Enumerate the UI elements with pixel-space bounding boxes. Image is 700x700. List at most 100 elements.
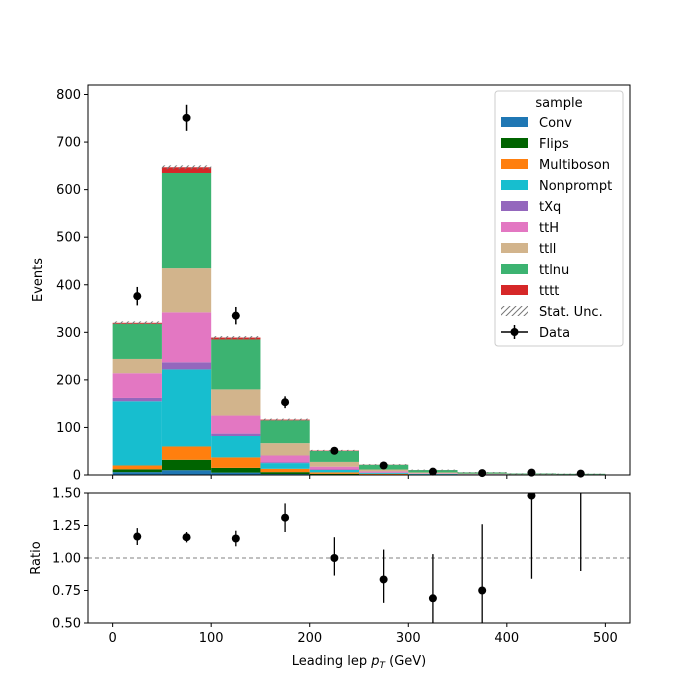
stat-unc-band-1 (161, 165, 212, 170)
bar-multiboson-5 (359, 473, 409, 475)
main-plot-frame (87, 84, 631, 476)
main-x-ticks (112, 475, 606, 479)
bar-nonprompt-2 (211, 436, 261, 458)
bar-tth-5 (359, 471, 409, 473)
bar-multiboson-2 (211, 457, 261, 468)
data-point-6 (428, 467, 437, 476)
bar-txq-0 (112, 397, 162, 402)
main-y-tick-label-7: 700 (56, 136, 81, 151)
legend-swatch-7 (501, 264, 528, 274)
data-point-5 (379, 461, 388, 470)
ratio-y-ticks: 0.50 0.75 1.00 1.25 1.50 (52, 487, 88, 632)
legend-swatch-9 (501, 306, 528, 316)
bar-tth-0 (112, 373, 162, 398)
bar-ttll-4 (309, 461, 359, 467)
bar-ttll-3 (260, 443, 310, 456)
bar-ttll-1 (161, 268, 212, 313)
legend-swatch-6 (501, 243, 528, 253)
legend-title: sample (535, 96, 582, 111)
legend-label-3: Nonprompt (539, 179, 612, 194)
ratio-x-tick-label-3: 300 (396, 631, 421, 646)
bar-conv-1 (161, 470, 212, 475)
ratio-point-2 (231, 534, 240, 543)
legend-label-4: tXq (539, 200, 561, 215)
legend-frame (494, 90, 624, 347)
main-y-tick-label-4: 400 (56, 278, 81, 293)
bar-flips-4 (309, 473, 359, 475)
ratio-y-tick-label-1: 0.75 (52, 584, 81, 599)
legend-label-2: Multiboson (539, 158, 610, 173)
bar-nonprompt-0 (112, 401, 162, 466)
bar-conv-0 (112, 472, 162, 475)
bar-nonprompt-4 (309, 470, 359, 473)
main-y-tick-label-1: 100 (56, 421, 81, 436)
bar-ttlnu-1 (161, 172, 212, 269)
legend-label-8: tttt (539, 284, 559, 299)
ratio-x-tick-label-2: 200 (297, 631, 322, 646)
stacked-bars (112, 167, 606, 475)
legend-label-9: Stat. Unc. (539, 305, 603, 320)
legend-items: Conv Flips Multiboson Nonprompt tXq ttH ttll tt… (501, 116, 612, 341)
x-axis-label: Leading lep pT (GeV) (292, 654, 426, 671)
bar-nonprompt-1 (161, 369, 212, 447)
bar-flips-2 (211, 467, 261, 473)
legend-swatch-4 (501, 201, 528, 211)
data-point-0 (133, 292, 142, 301)
stat-unc-band-0 (112, 321, 162, 325)
data-point-4 (330, 446, 339, 455)
bar-multiboson-4 (309, 472, 359, 474)
ratio-point-5 (379, 575, 388, 584)
legend-swatch-0 (501, 117, 528, 127)
bar-tttt-1 (161, 167, 212, 173)
ratio-point-6 (428, 594, 437, 603)
data-point-3 (281, 398, 290, 407)
stat-unc-band-2 (211, 336, 261, 339)
ratio-point-7 (478, 586, 487, 595)
ratio-x-tick-label-5: 500 (593, 631, 618, 646)
data-point-9 (576, 469, 585, 478)
main-y-ticks: 0 100 200 300 400 500 600 700 800 (56, 88, 88, 484)
legend-label-5: ttH (539, 221, 559, 236)
legend-swatch-3 (501, 180, 528, 190)
main-y-tick-label-3: 300 (56, 326, 81, 341)
data-point-2 (231, 311, 240, 320)
bar-ttlnu-4 (309, 450, 359, 462)
legend-swatch-5 (501, 222, 528, 232)
ratio-y-tick-label-3: 1.25 (52, 519, 81, 534)
ratio-x-tick-label-4: 400 (494, 631, 519, 646)
bar-ttll-5 (359, 469, 409, 472)
bar-txq-3 (260, 462, 310, 464)
bar-ttll-2 (211, 389, 261, 416)
bar-nonprompt-3 (260, 463, 310, 469)
ratio-point-0 (133, 532, 142, 541)
bar-ttlnu-2 (211, 339, 261, 390)
bar-txq-2 (211, 433, 261, 436)
main-y-tick-label-8: 800 (56, 88, 81, 103)
bar-flips-0 (112, 469, 162, 473)
bar-tth-2 (211, 415, 261, 434)
ratio-y-tick-label-2: 1.00 (52, 552, 81, 567)
ratio-y-axis-label: Ratio (29, 541, 44, 574)
ratio-point-1 (182, 533, 191, 542)
bar-multiboson-0 (112, 465, 162, 470)
bar-tth-1 (161, 312, 212, 363)
legend-label-7: ttlnu (539, 263, 569, 278)
bar-conv-2 (211, 472, 261, 475)
legend-label-1: Flips (539, 137, 569, 152)
bar-tth-4 (309, 466, 359, 470)
bar-multiboson-3 (260, 468, 310, 473)
data-point-7 (478, 469, 487, 478)
main-y-tick-label-5: 500 (56, 231, 81, 246)
main-y-tick-label-6: 600 (56, 183, 81, 198)
bar-txq-1 (161, 362, 212, 370)
main-y-tick-label-0: 0 (73, 469, 81, 484)
ratio-point-8 (527, 493, 536, 500)
stat-unc-band-3 (260, 418, 310, 421)
bar-flips-1 (161, 459, 212, 471)
ratio-points (133, 493, 582, 623)
ratio-y-tick-label-0: 0.50 (52, 617, 81, 632)
bar-tth-3 (260, 455, 310, 463)
ratio-point-3 (281, 513, 290, 522)
main-y-tick-label-2: 200 (56, 373, 81, 388)
